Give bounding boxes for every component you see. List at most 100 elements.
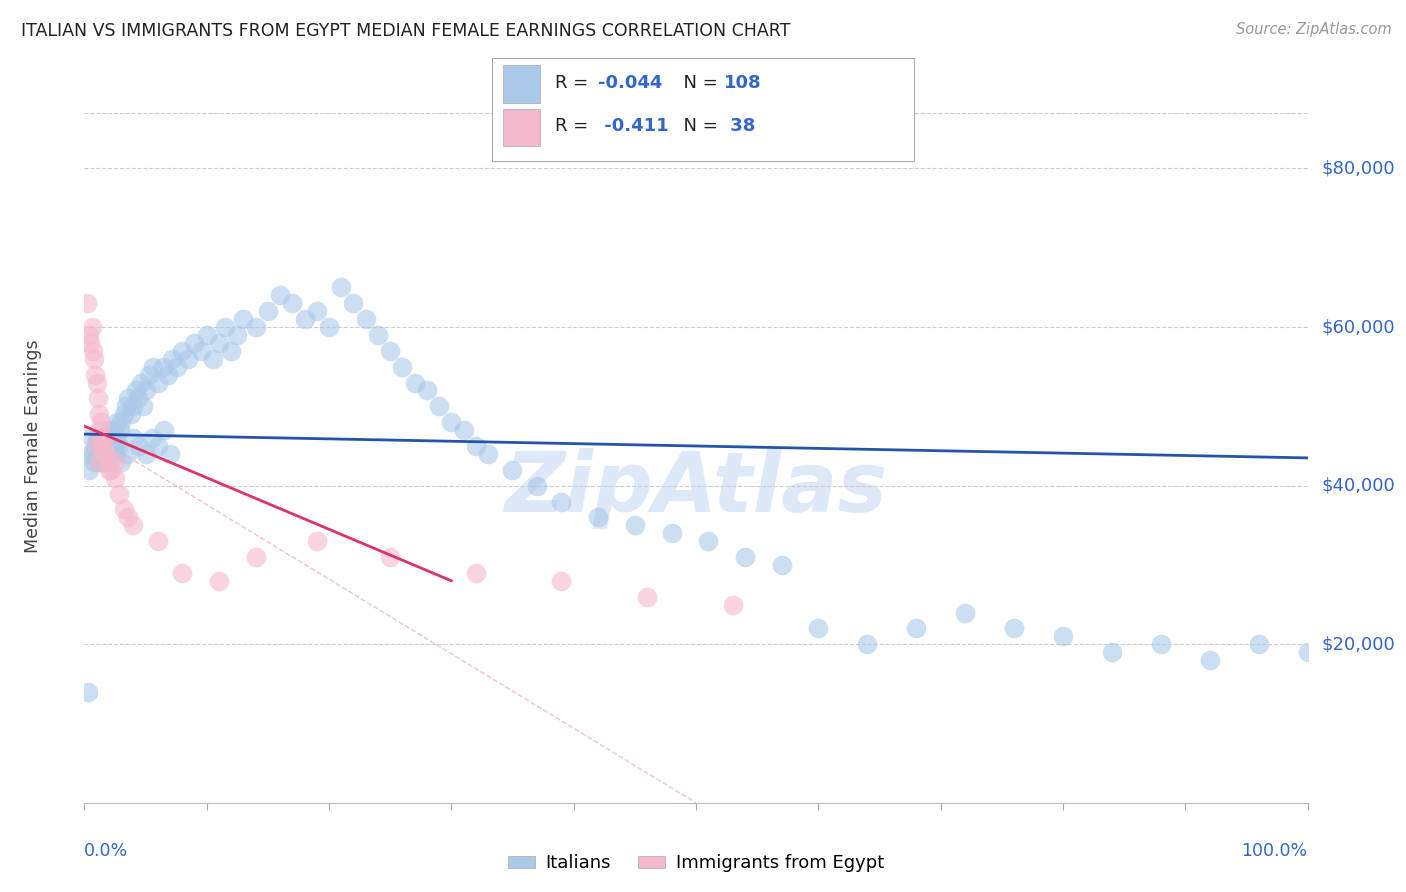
- Point: [96, 447, 118, 461]
- Point: [91, 431, 114, 445]
- Point: [501, 463, 523, 477]
- Point: [232, 312, 254, 326]
- Point: [305, 304, 328, 318]
- Text: N =: N =: [672, 74, 724, 92]
- Point: [138, 368, 160, 382]
- Point: [79, 447, 101, 461]
- Point: [464, 566, 486, 580]
- Point: [103, 423, 125, 437]
- Legend: Italians, Immigrants from Egypt: Italians, Immigrants from Egypt: [501, 847, 891, 880]
- Point: [1002, 621, 1025, 635]
- Point: [77, 328, 100, 343]
- Text: R =: R =: [555, 118, 595, 136]
- Point: [550, 494, 572, 508]
- Point: [526, 478, 548, 492]
- Point: [146, 534, 169, 549]
- Point: [152, 359, 174, 374]
- Point: [190, 343, 212, 358]
- Point: [86, 431, 108, 445]
- Text: 108: 108: [724, 74, 762, 92]
- Point: [214, 320, 236, 334]
- Point: [294, 312, 316, 326]
- Point: [80, 320, 103, 334]
- Point: [89, 423, 111, 437]
- Point: [127, 392, 149, 406]
- Text: -0.044: -0.044: [598, 74, 662, 92]
- Point: [122, 400, 145, 414]
- Point: [77, 685, 100, 699]
- Point: [110, 455, 132, 469]
- Point: [636, 590, 658, 604]
- Point: [367, 328, 389, 343]
- Point: [1296, 645, 1319, 659]
- Point: [391, 359, 413, 374]
- Point: [440, 415, 463, 429]
- Text: $60,000: $60,000: [1322, 318, 1395, 336]
- Point: [91, 455, 114, 469]
- Point: [159, 447, 181, 461]
- Point: [1247, 637, 1270, 651]
- Point: [281, 296, 304, 310]
- Point: [195, 328, 218, 343]
- Text: 100.0%: 100.0%: [1241, 842, 1308, 860]
- Text: Source: ZipAtlas.com: Source: ZipAtlas.com: [1236, 22, 1392, 37]
- Point: [97, 455, 120, 469]
- Point: [83, 351, 105, 366]
- Point: [108, 423, 131, 437]
- Point: [87, 407, 110, 421]
- Point: [721, 598, 744, 612]
- Point: [82, 447, 104, 461]
- Text: $40,000: $40,000: [1322, 476, 1395, 495]
- Point: [98, 447, 121, 461]
- Point: [953, 606, 976, 620]
- Point: [87, 455, 110, 469]
- Text: Median Female Earnings: Median Female Earnings: [24, 339, 42, 553]
- Point: [104, 439, 127, 453]
- Point: [104, 455, 127, 469]
- Text: N =: N =: [672, 118, 724, 136]
- Point: [82, 343, 104, 358]
- Point: [132, 400, 155, 414]
- Point: [427, 400, 450, 414]
- Point: [146, 439, 169, 453]
- Point: [453, 423, 475, 437]
- Point: [117, 392, 139, 406]
- Point: [107, 439, 129, 453]
- Point: [84, 439, 107, 453]
- Point: [89, 455, 111, 469]
- Point: [464, 439, 486, 453]
- Point: [208, 574, 231, 588]
- Point: [122, 431, 145, 445]
- Point: [380, 549, 402, 564]
- Point: [269, 288, 291, 302]
- Point: [770, 558, 793, 572]
- Point: [856, 637, 879, 651]
- Point: [87, 392, 110, 406]
- Point: [404, 376, 426, 390]
- Point: [87, 439, 110, 453]
- Point: [166, 359, 188, 374]
- Point: [117, 510, 139, 524]
- Point: [122, 518, 145, 533]
- Point: [183, 335, 205, 350]
- Point: [135, 384, 157, 398]
- Point: [104, 471, 127, 485]
- Text: -0.411: -0.411: [598, 118, 668, 136]
- Point: [1150, 637, 1173, 651]
- Point: [142, 359, 165, 374]
- Point: [697, 534, 720, 549]
- Point: [477, 447, 499, 461]
- Point: [208, 335, 231, 350]
- Point: [125, 384, 148, 398]
- Point: [156, 368, 179, 382]
- Point: [77, 463, 100, 477]
- Point: [550, 574, 572, 588]
- Point: [172, 343, 194, 358]
- Point: [80, 431, 103, 445]
- Point: [734, 549, 756, 564]
- Point: [624, 518, 647, 533]
- Text: R =: R =: [555, 74, 595, 92]
- Point: [84, 368, 107, 382]
- Point: [86, 439, 108, 453]
- Point: [76, 296, 98, 310]
